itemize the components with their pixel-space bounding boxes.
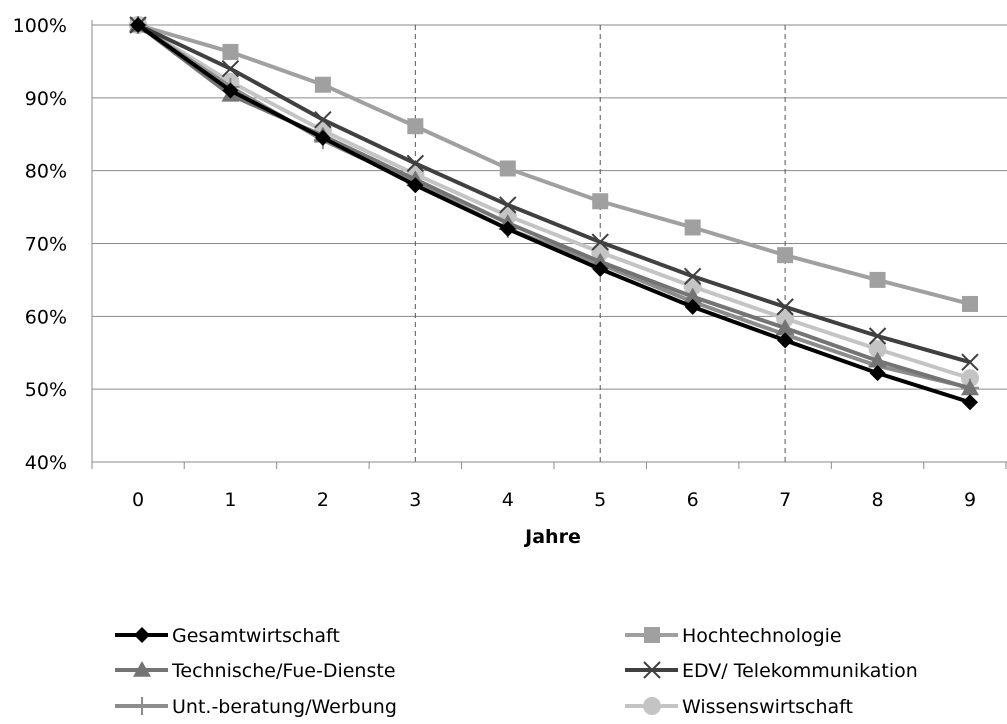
legend-item: Gesamtwirtschaft xyxy=(115,625,340,647)
data-point xyxy=(592,193,609,210)
data-point xyxy=(776,298,794,316)
data-point xyxy=(592,260,609,277)
legend-item: Unt.-beratung/Werbung xyxy=(115,696,397,718)
series-gesamtwirtschaft xyxy=(130,17,978,411)
series-wissenswirtschaft xyxy=(129,16,979,388)
data-point xyxy=(314,129,331,146)
tick-labels: 40% 50% 60% 70% 80% 90% 100% 0 1 2 3 4 5 6 7 8 9 xyxy=(13,15,976,511)
series-technische-fue-dienste xyxy=(129,16,979,396)
data-point xyxy=(221,59,240,78)
data-point xyxy=(868,351,887,368)
x-tick-label: 3 xyxy=(409,489,421,511)
x-tick-label: 1 xyxy=(224,489,236,511)
data-point xyxy=(868,340,887,359)
legend-label: Wissenswirtschaft xyxy=(682,696,853,718)
data-point xyxy=(406,154,425,173)
legend-marker xyxy=(133,661,151,677)
data-point xyxy=(961,379,979,396)
legend-item: EDV/ Telekommunikation xyxy=(625,660,918,682)
x-tick-label: 2 xyxy=(317,489,329,511)
axes xyxy=(91,20,1007,469)
legend-marker xyxy=(134,627,150,643)
legend-label: Unt.-beratung/Werbung xyxy=(172,696,397,718)
data-point xyxy=(314,110,332,129)
series-line xyxy=(137,23,971,365)
data-point xyxy=(407,118,424,135)
legend: Gesamtwirtschaft Hochtechnologie Technisch… xyxy=(115,625,918,718)
data-point xyxy=(868,327,887,345)
data-point xyxy=(683,287,702,304)
y-tick-label: 60% xyxy=(25,306,67,328)
data-point xyxy=(962,295,978,312)
legend-marker xyxy=(133,697,151,715)
series-line xyxy=(136,23,971,390)
series-line xyxy=(136,23,971,405)
data-point xyxy=(314,76,331,93)
data-point xyxy=(777,247,794,264)
y-tick-label: 90% xyxy=(25,88,67,110)
data-point xyxy=(222,43,239,60)
data-point xyxy=(499,160,516,177)
legend-marker xyxy=(643,661,661,679)
data-point xyxy=(776,309,795,328)
y-tick-label: 40% xyxy=(25,452,67,474)
data-point xyxy=(869,271,886,288)
data-point xyxy=(777,332,794,349)
data-point xyxy=(962,394,978,411)
y-tick-label: 50% xyxy=(25,379,67,401)
x-tick-label: 0 xyxy=(132,489,144,511)
legend-label: EDV/ Telekommunikation xyxy=(682,660,918,682)
data-point xyxy=(869,365,886,382)
series-edv-telekommunikation xyxy=(129,16,979,371)
legend-marker xyxy=(644,627,660,643)
series-group xyxy=(129,16,979,411)
data-point xyxy=(684,219,701,236)
y-tick-label: 80% xyxy=(25,161,67,183)
x-tick-label: 8 xyxy=(872,489,884,511)
x-tick-label: 5 xyxy=(594,489,606,511)
legend-item: Wissenswirtschaft xyxy=(625,696,853,718)
data-point xyxy=(591,252,610,269)
data-point xyxy=(961,369,979,388)
legend-marker xyxy=(643,697,661,715)
data-point xyxy=(407,177,424,194)
data-point xyxy=(499,220,516,237)
legend-label: Technische/Fue-Dienste xyxy=(171,660,396,682)
y-tick-label: 70% xyxy=(25,234,67,256)
x-tick-label: 6 xyxy=(687,489,699,511)
series-hochtechnologie xyxy=(130,17,978,312)
data-point xyxy=(130,17,146,33)
x-tick-label: 9 xyxy=(964,489,976,511)
x-tick-label: 4 xyxy=(502,489,514,511)
x-axis-title: Jahre xyxy=(523,526,581,548)
legend-label: Gesamtwirtschaft xyxy=(172,625,340,647)
data-point xyxy=(776,318,795,335)
legend-label: Hochtechnologie xyxy=(682,625,842,647)
series-line xyxy=(136,23,971,391)
series-line xyxy=(137,23,971,306)
x-tick-label: 7 xyxy=(779,489,791,511)
legend-item: Hochtechnologie xyxy=(625,625,842,647)
legend-item: Technische/Fue-Dienste xyxy=(115,660,396,682)
data-point xyxy=(222,82,239,99)
y-tick-label: 100% xyxy=(13,15,67,37)
data-point xyxy=(683,267,702,285)
data-point xyxy=(684,298,701,315)
data-point xyxy=(961,353,979,371)
data-point xyxy=(499,196,517,214)
series-line xyxy=(136,23,971,381)
data-point xyxy=(591,233,609,251)
